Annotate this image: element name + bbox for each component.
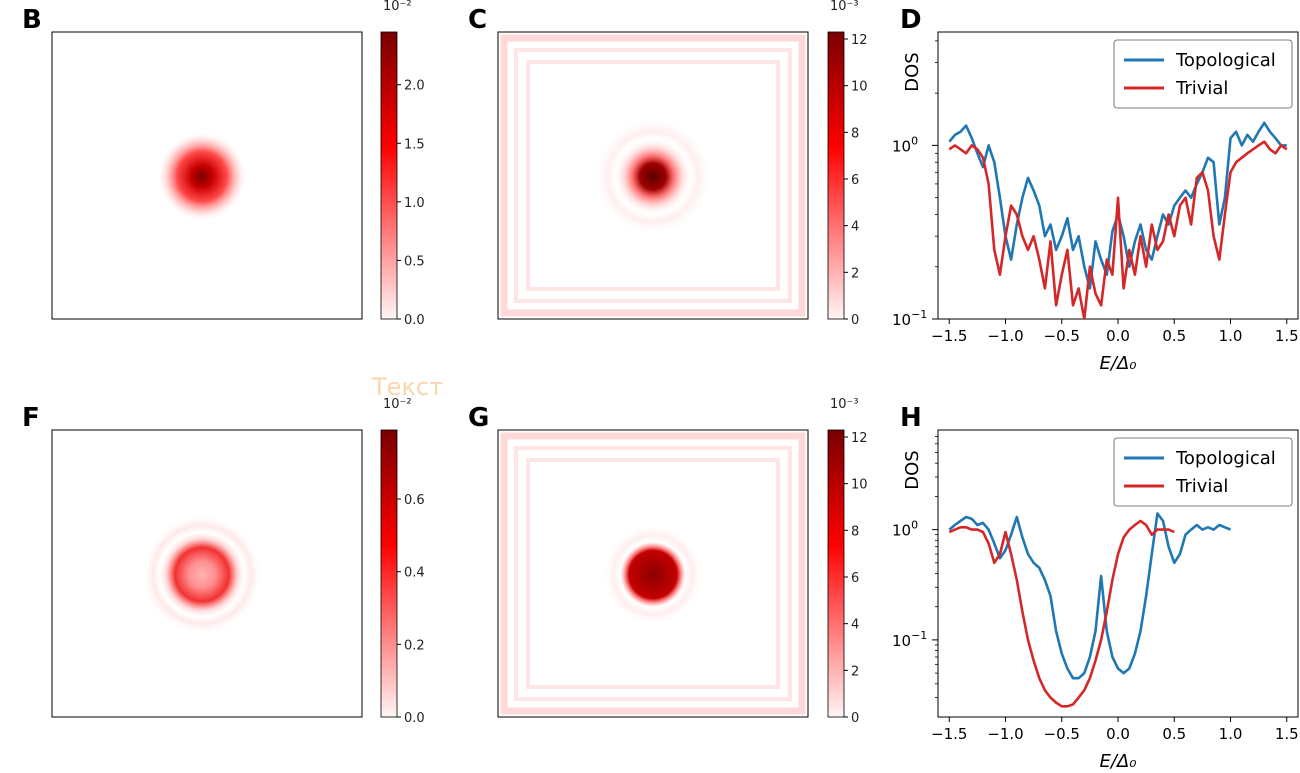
panel-label-f: F <box>22 403 40 433</box>
legend-label: Topological <box>1175 448 1276 469</box>
legend-label: Trivial <box>1175 476 1228 497</box>
heatmap-edge-band <box>514 48 792 303</box>
colorbar-tick-label: 12 <box>851 431 868 446</box>
colorbar-tick-label: 0.5 <box>404 254 425 269</box>
colorbar-tick-label: 0.0 <box>404 711 425 726</box>
colorbar-tick-label: 0 <box>851 711 859 726</box>
y-tick-base: 10 <box>892 632 911 650</box>
legend-label: Topological <box>1175 50 1276 71</box>
heatmap-frame <box>51 31 363 320</box>
x-tick-label: 1.0 <box>1219 725 1243 743</box>
panel-label-b: B <box>22 5 42 35</box>
colorbar <box>827 31 845 320</box>
colorbar-tick-label: 2 <box>851 266 859 281</box>
y-axis-label: DOS <box>902 52 923 91</box>
y-tick-base: 10 <box>892 137 911 155</box>
heatmap-frame <box>497 429 809 718</box>
colorbar <box>380 31 398 320</box>
colorbar-tick-label: 4 <box>851 220 859 235</box>
heatmap-edge-band <box>526 458 780 689</box>
panel-c: C 10⁻³ 0 2 4 6 8 10 12 <box>468 0 868 328</box>
heatmap-feature <box>142 514 262 635</box>
colorbar-tick-label: 0.0 <box>404 313 425 328</box>
x-tick-label: 1.0 <box>1219 327 1243 345</box>
colorbar <box>827 429 845 718</box>
heatmap-edge-band <box>500 34 806 317</box>
colorbar-tick-label: 1.0 <box>404 196 425 211</box>
colorbar-tick-label: 10 <box>851 478 868 493</box>
y-tick-label: 10−1 <box>892 629 927 650</box>
colorbar-tick-label: 6 <box>851 173 859 188</box>
panel-label-c: C <box>468 5 487 35</box>
legend-box <box>1113 39 1293 109</box>
panel-g: G 10⁻³ 0 2 4 6 8 10 12 <box>468 397 868 726</box>
heatmap-edge-band <box>500 432 806 715</box>
watermark-text: Текст <box>371 373 443 401</box>
colorbar-tick-label: 10 <box>851 80 868 95</box>
x-axis-label: E/Δ₀ <box>1100 751 1137 772</box>
colorbar-tick-label: 12 <box>851 33 868 48</box>
series-line-trivial <box>948 519 1175 708</box>
y-tick-exponent: 0 <box>911 134 918 147</box>
heatmap-frame <box>51 429 363 718</box>
x-tick-label: 0.5 <box>1162 725 1186 743</box>
y-tick-label: 100 <box>892 134 918 155</box>
colorbar <box>380 429 398 718</box>
colorbar-exponent: 10⁻² <box>383 0 412 14</box>
colorbar-tick-label: 0.2 <box>404 638 425 653</box>
series-line-topological <box>948 512 1231 680</box>
heatmap-feature <box>157 131 247 222</box>
x-tick-label: −1.0 <box>987 327 1023 345</box>
x-tick-label: 1.5 <box>1275 327 1299 345</box>
heatmap-edge-band <box>514 446 792 701</box>
colorbar-tick-label: 8 <box>851 524 859 539</box>
colorbar-exponent: 10⁻² <box>383 397 412 412</box>
series-line-trivial <box>948 140 1288 319</box>
x-tick-label: 1.5 <box>1275 725 1299 743</box>
x-tick-label: 0.0 <box>1106 725 1130 743</box>
colorbar-tick-label: 2.0 <box>404 79 425 94</box>
panel-label-h: H <box>900 403 922 433</box>
panel-label-g: G <box>468 403 489 433</box>
colorbar-tick-label: 0.4 <box>404 566 425 581</box>
legend-box <box>1113 437 1293 507</box>
heatmap-feature <box>603 524 703 625</box>
y-tick-base: 10 <box>892 522 911 540</box>
y-tick-exponent: 0 <box>911 519 918 532</box>
colorbar-tick-label: 0 <box>851 313 859 328</box>
colorbar-tick-label: 0.6 <box>404 493 425 508</box>
colorbar-tick-label: 4 <box>851 618 859 633</box>
colorbar-tick-label: 6 <box>851 571 859 586</box>
y-tick-label: 100 <box>892 519 918 540</box>
y-tick-exponent: −1 <box>911 308 927 321</box>
x-tick-label: −0.5 <box>1044 327 1080 345</box>
legend-label: Trivial <box>1175 78 1228 99</box>
heatmap-frame <box>497 31 809 320</box>
y-axis-label: DOS <box>902 450 923 489</box>
colorbar-tick-label: 2 <box>851 664 859 679</box>
heatmap-feature <box>593 116 713 237</box>
x-axis-label: E/Δ₀ <box>1100 353 1137 374</box>
panel-label-d: D <box>900 5 922 35</box>
x-tick-label: −1.5 <box>931 725 967 743</box>
x-tick-label: 0.5 <box>1162 327 1186 345</box>
colorbar-exponent: 10⁻³ <box>830 397 859 412</box>
x-tick-label: −1.0 <box>987 725 1023 743</box>
heatmap-edge-band <box>526 60 780 291</box>
y-tick-base: 10 <box>892 311 911 329</box>
colorbar-tick-label: 1.5 <box>404 137 425 152</box>
panel-b: B 10⁻² 0.0 0.5 1.0 1.5 2.0 <box>22 0 425 328</box>
panel-f: F 10⁻² 0.0 0.2 0.4 0.6 <box>22 397 425 726</box>
x-tick-label: −0.5 <box>1044 725 1080 743</box>
y-tick-exponent: −1 <box>911 629 927 642</box>
x-tick-label: −1.5 <box>931 327 967 345</box>
colorbar-tick-label: 8 <box>851 126 859 141</box>
y-tick-label: 10−1 <box>892 308 927 329</box>
colorbar-exponent: 10⁻³ <box>830 0 859 14</box>
x-tick-label: 0.0 <box>1106 327 1130 345</box>
